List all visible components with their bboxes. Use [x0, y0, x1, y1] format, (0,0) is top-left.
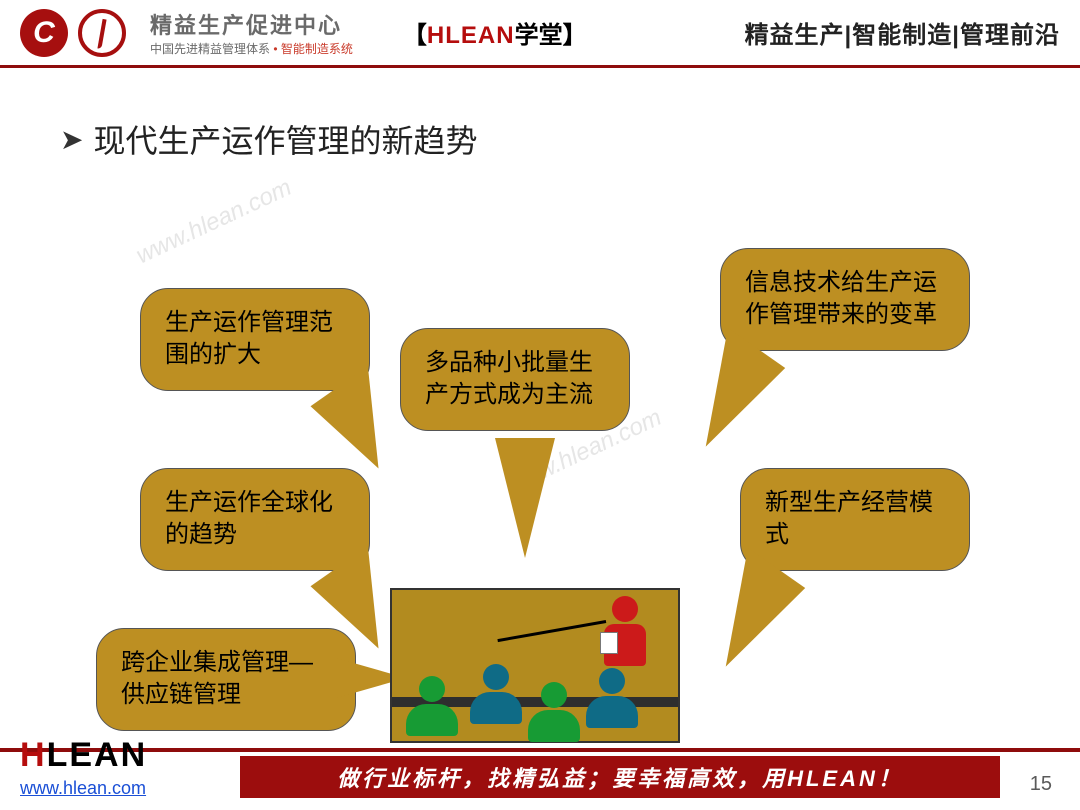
bubble-it: 信息技术给生产运作管理带来的变革	[720, 248, 970, 351]
footer-logo-rest: LEAN	[47, 736, 148, 774]
footer-logo: HLEAN	[20, 736, 147, 775]
org-sub-prefix: 中国先进精益管理体系	[150, 42, 270, 56]
bubble-tail-variety	[495, 438, 555, 558]
logo-circle-icon	[78, 9, 126, 57]
footer: HLEAN www.hlean.com 做行业标杆，找精弘益；要幸福高效，用HL…	[0, 748, 1080, 810]
footer-logo-h: H	[20, 736, 47, 774]
org-sub-suffix: 智能制造系统	[281, 42, 353, 56]
header-nav: 精益生产|智能制造|管理前沿	[745, 15, 1060, 50]
classroom-illustration	[390, 588, 680, 743]
org-title: 精益生产促进中心	[150, 8, 353, 40]
bubble-scm: 跨企业集成管理—供应链管理	[96, 628, 356, 731]
teacher-icon	[604, 596, 646, 666]
logo-block: C 精益生产促进中心 中国先进精益管理体系 • 智能制造系统	[20, 8, 353, 57]
bubble-global: 生产运作全球化的趋势	[140, 468, 370, 571]
student-icon	[406, 676, 458, 736]
bullet-arrow-icon: ➤	[60, 123, 83, 156]
bubble-scope: 生产运作管理范围的扩大	[140, 288, 370, 391]
bracket-left: 【	[403, 22, 427, 49]
logo-c-icon: C	[20, 9, 68, 57]
pointer-icon	[497, 620, 606, 642]
bubble-model: 新型生产经营模式	[740, 468, 970, 571]
bracket-right: 】	[563, 22, 587, 49]
org-subtitle: 中国先进精益管理体系 • 智能制造系统	[150, 40, 353, 57]
slide-body: ➤ 现代生产运作管理的新趋势 www.hlean.com www.hlean.c…	[0, 68, 1080, 748]
student-icon	[586, 668, 638, 728]
org-block: 精益生产促进中心 中国先进精益管理体系 • 智能制造系统	[150, 8, 353, 57]
footer-banner: 做行业标杆，找精弘益；要幸福高效，用HLEAN！	[240, 756, 1000, 798]
bubble-variety: 多品种小批量生产方式成为主流	[400, 328, 630, 431]
bullet-heading: ➤ 现代生产运作管理的新趋势	[60, 116, 477, 162]
footer-line	[0, 748, 1080, 752]
bullet-text: 现代生产运作管理的新趋势	[93, 116, 477, 162]
student-icon	[470, 664, 522, 724]
org-sub-dot: •	[273, 42, 277, 56]
header-bar: C 精益生产促进中心 中国先进精益管理体系 • 智能制造系统 【HLEAN学堂】…	[0, 0, 1080, 68]
footer-url: www.hlean.com	[20, 778, 146, 799]
center-hlean: HLEAN	[427, 22, 515, 49]
center-title: 【HLEAN学堂】	[403, 15, 587, 50]
center-suffix: 学堂	[515, 22, 563, 49]
page-number: 15	[1030, 773, 1052, 796]
watermark-1: www.hlean.com	[132, 174, 296, 270]
board-icon	[600, 632, 618, 654]
student-icon	[528, 682, 580, 742]
